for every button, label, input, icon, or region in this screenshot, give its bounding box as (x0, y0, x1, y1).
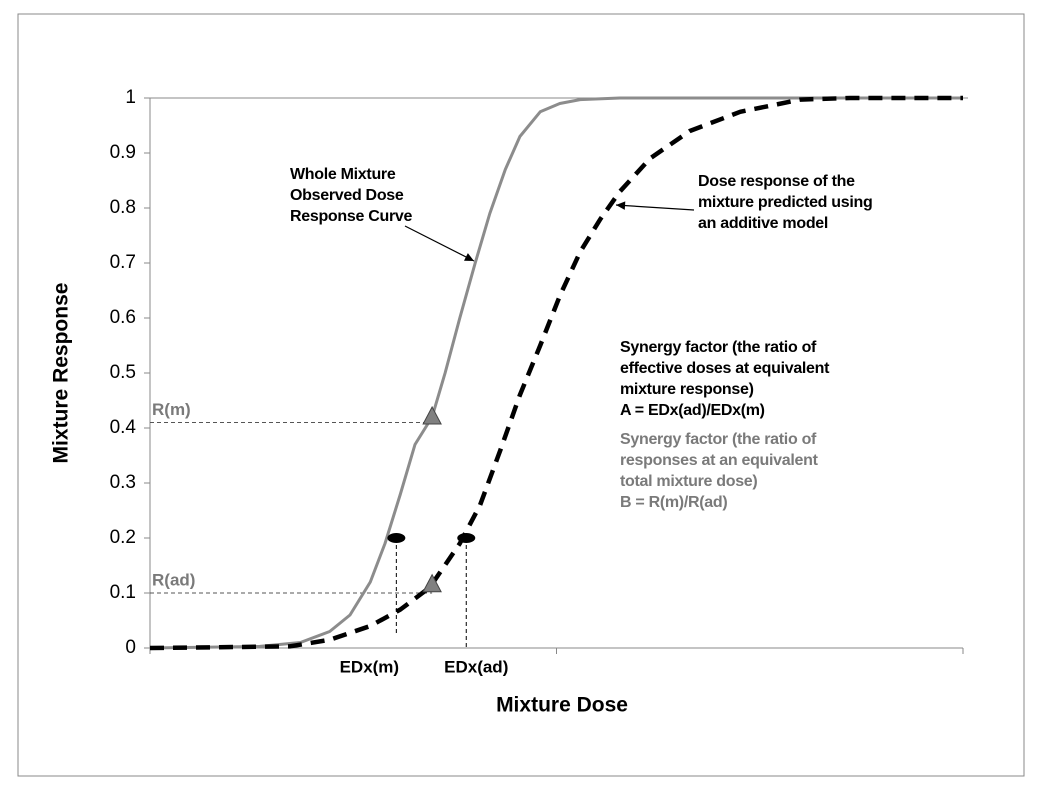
annotation: Synergy factor (the ratio of (620, 339, 817, 356)
marker (457, 533, 476, 543)
annotation: Whole Mixture (290, 166, 396, 183)
y-tick-label: 0.7 (110, 252, 136, 273)
y-tick-label: 0 (125, 637, 136, 658)
y-axis-label: Mixture Response (50, 283, 73, 464)
annotation: effective doses at equivalent (620, 360, 830, 377)
y-tick-label: 0.1 (110, 582, 136, 603)
annotation: B = R(m)/R(ad) (620, 494, 727, 511)
reference-label: R(ad) (152, 570, 195, 589)
y-tick-label: 0.6 (110, 307, 136, 328)
y-tick-label: 0.3 (110, 472, 136, 493)
annotation: mixture response) (620, 381, 754, 398)
series-line (149, 96, 963, 650)
annotation: Observed Dose (290, 187, 404, 204)
y-tick-label: 0.8 (110, 197, 136, 218)
y-tick-label: 0.4 (110, 417, 137, 438)
arrow-head (464, 253, 474, 261)
marker (422, 405, 442, 425)
annotation: A = EDx(ad)/EDx(m) (620, 402, 765, 419)
reference-label: EDx(m) (340, 657, 400, 676)
reference-label: R(m) (152, 400, 191, 419)
series-line (149, 95, 963, 651)
marker (387, 533, 406, 543)
annotation: Synergy factor (the ratio of (620, 431, 817, 448)
annotation: Dose response of the (698, 173, 855, 190)
annotation: total mixture dose) (620, 473, 757, 490)
annotation: mixture predicted using (698, 194, 872, 211)
arrow (404, 225, 475, 262)
y-tick-label: 0.5 (110, 362, 136, 383)
annotation: Response Curve (290, 208, 412, 225)
x-axis-label: Mixture Dose (496, 694, 628, 717)
frame (17, 13, 1025, 777)
y-tick-label: 0.2 (110, 527, 136, 548)
arrow (615, 204, 695, 211)
arrow-head (616, 201, 626, 210)
y-tick-label: 0.9 (110, 142, 136, 163)
annotation: an additive model (698, 215, 828, 232)
reference-label: EDx(ad) (444, 657, 508, 676)
annotation: responses at an equivalent (620, 452, 819, 469)
marker (422, 573, 442, 593)
y-tick-label: 1 (125, 87, 136, 108)
